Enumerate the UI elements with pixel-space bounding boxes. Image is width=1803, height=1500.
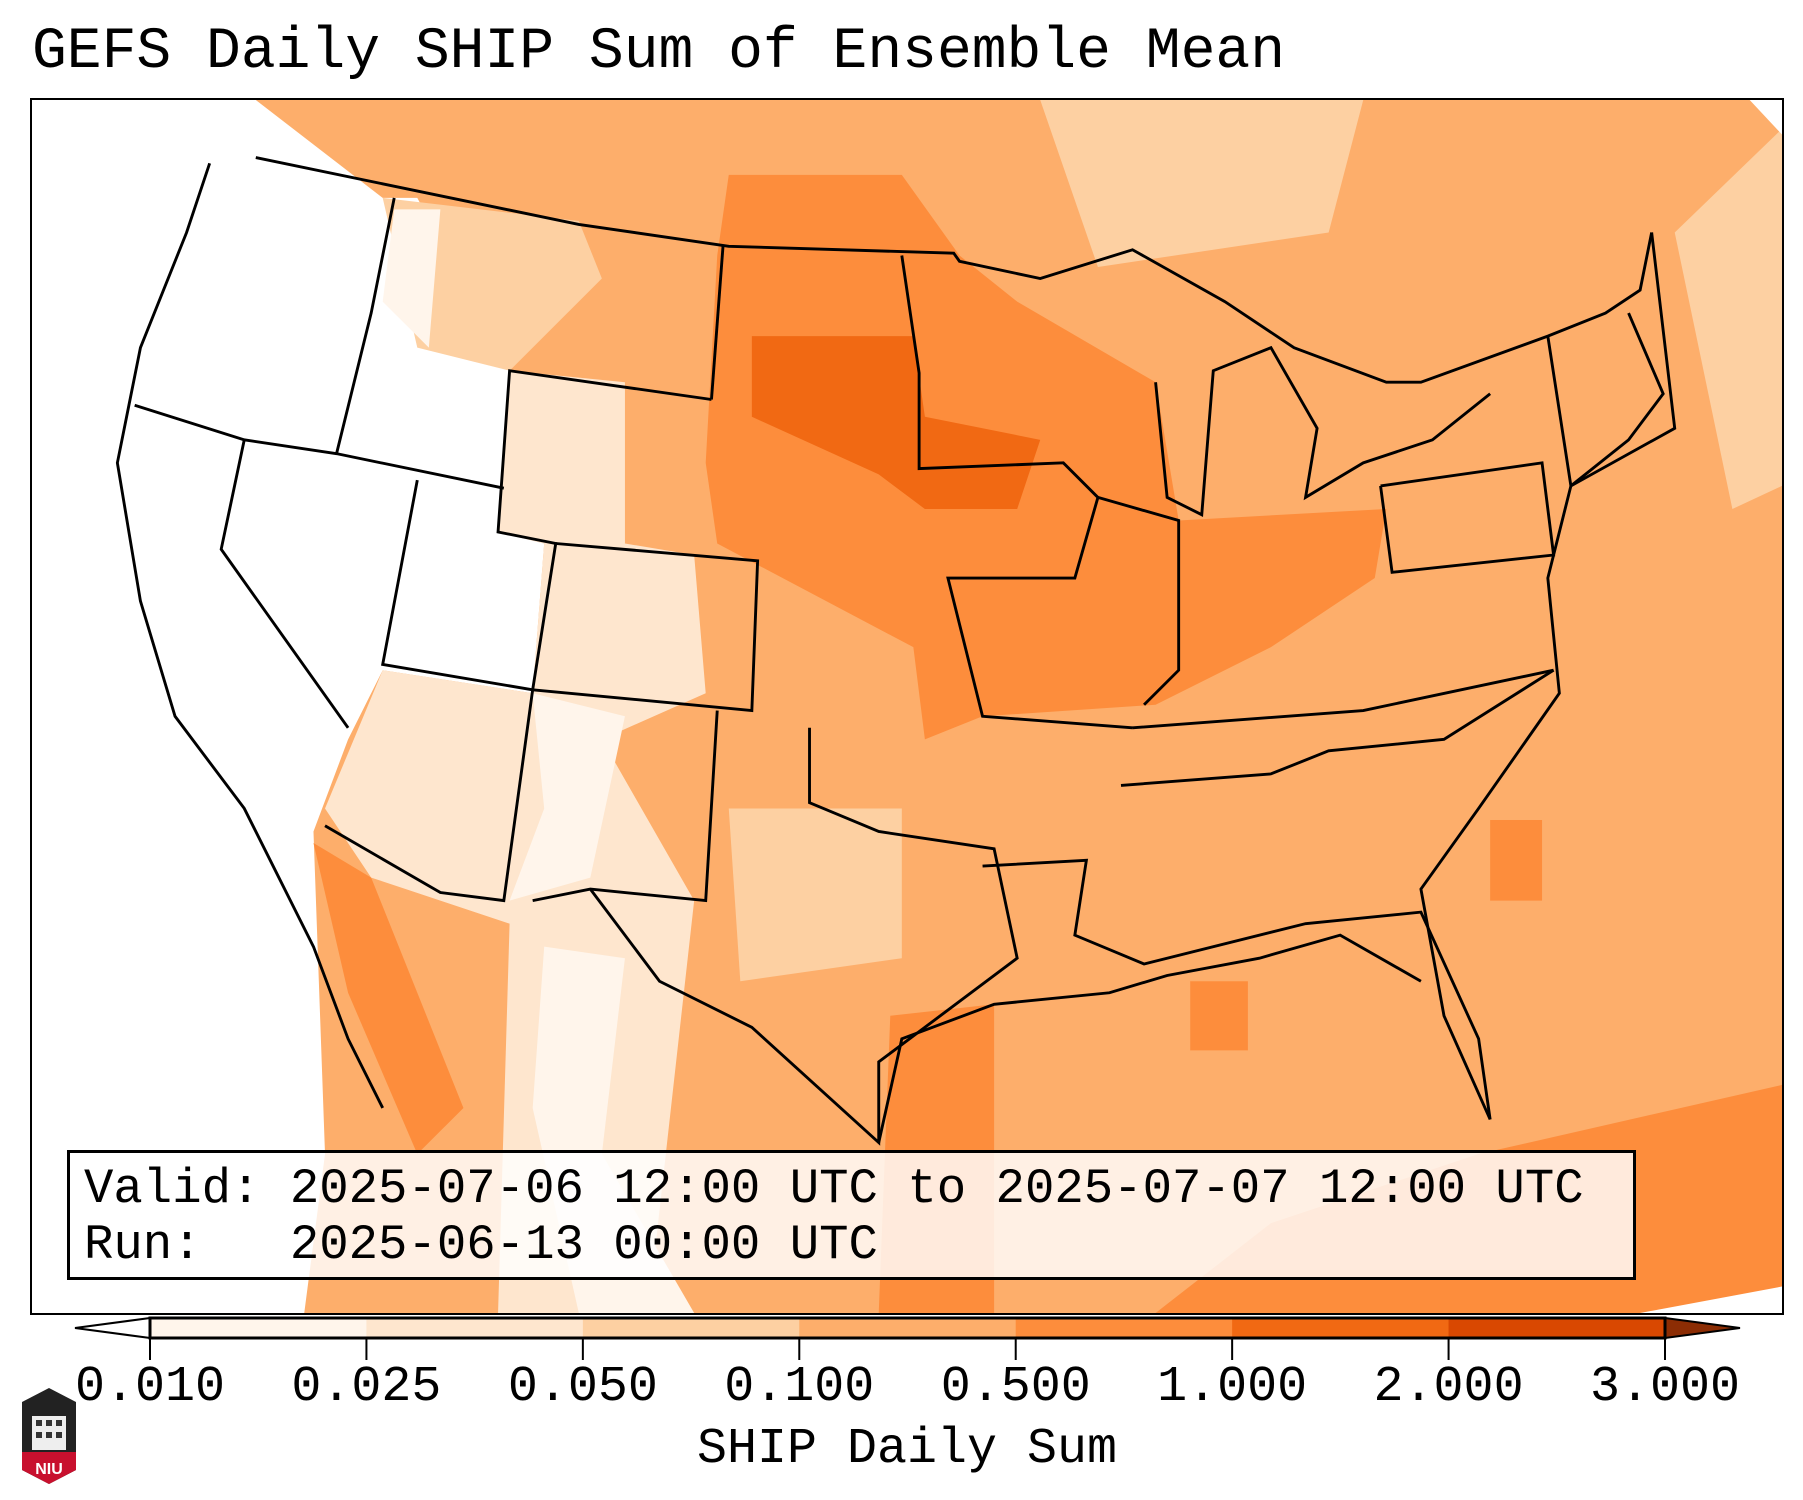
- colorbar-over-triangle: [1664, 1316, 1741, 1340]
- map-panel: [30, 98, 1784, 1315]
- state-line-ut: [381, 369, 712, 692]
- colorbar-label: SHIP Daily Sum: [696, 1421, 1118, 1478]
- political-boundaries: [115, 156, 1677, 1146]
- state-line-south: [982, 858, 1492, 1120]
- colorbar-tick-label: 0.100: [724, 1359, 875, 1416]
- colorbar-segment: [1015, 1318, 1233, 1338]
- field-light-atlantic: [1674, 128, 1782, 509]
- colorbar-outline: [148, 1316, 1667, 1340]
- colorbar-segment: [799, 1318, 1017, 1338]
- state-line-se: [1120, 668, 1555, 787]
- field-medium-midwest: [705, 174, 1387, 740]
- niu-logo: NIU: [22, 1388, 76, 1484]
- colorbar-segment: [366, 1318, 584, 1338]
- state-line-tx: [589, 727, 1019, 1146]
- colorbar: [74, 1316, 1741, 1360]
- field-lightest-nm: [509, 693, 625, 901]
- colorbar-segment: [1448, 1318, 1666, 1338]
- logo-text: NIU: [35, 1461, 63, 1478]
- east-coast: [1419, 232, 1677, 1121]
- colorbar-tick-label: 0.010: [74, 1359, 226, 1416]
- state-line-plains: [710, 246, 725, 400]
- state-line-nm-az: [324, 689, 535, 903]
- colorbar-segment: [582, 1318, 800, 1338]
- ship-field-map: [32, 100, 1782, 1313]
- colorbar-under-triangle: [74, 1316, 151, 1340]
- field-medium-gulf-east: [1190, 981, 1248, 1051]
- colorbar-tick-label: 0.050: [507, 1359, 658, 1416]
- chart-title: GEFS Daily SHIP Sum of Ensemble Mean: [32, 20, 1286, 85]
- field-light-idaho-strip: [382, 209, 441, 348]
- colorbar-tick-label: 3.000: [1589, 1359, 1741, 1416]
- west-coast: [115, 162, 384, 1109]
- outside-projection: [1640, 1286, 1782, 1313]
- valid-run-info-box: Valid: 2025-07-06 12:00 UTC to 2025-07-0…: [67, 1150, 1636, 1280]
- state-line-co: [532, 542, 760, 713]
- us-canada-border: [255, 156, 1654, 384]
- valid-time-text: Valid: 2025-07-06 12:00 UTC to 2025-07-0…: [84, 1161, 1584, 1217]
- great-lakes: [1154, 345, 1492, 517]
- field-zero-west: [32, 100, 545, 1313]
- colorbar-segment: [1232, 1318, 1450, 1338]
- state-line-nm-east: [532, 710, 719, 903]
- colorbar-tick-label: 0.025: [291, 1359, 442, 1416]
- colorbar-segment: [150, 1318, 367, 1338]
- field-light-texas: [728, 808, 902, 982]
- colorbar-tick-label: 1.000: [1157, 1359, 1308, 1416]
- field-medium-mexico-west: [313, 843, 464, 1155]
- gulf-coast: [877, 933, 1422, 1143]
- state-line-tn-ky: [1132, 668, 1554, 730]
- state-line-pa: [1379, 461, 1556, 574]
- outside-projection-top: [1749, 100, 1782, 135]
- colorbar-tick-label: 2.000: [1373, 1359, 1524, 1416]
- state-line-wa-or: [134, 403, 505, 490]
- run-time-text: Run: 2025-06-13 00:00 UTC: [84, 1217, 878, 1273]
- field-light-canada: [1040, 100, 1364, 268]
- colorbar-tick-label: 0.500: [940, 1359, 1091, 1416]
- state-line-id: [335, 197, 396, 454]
- state-line-nv: [219, 439, 350, 729]
- state-line-ne: [1546, 312, 1665, 489]
- field-medium-atlantic: [1490, 819, 1543, 901]
- state-line-il-in: [1097, 496, 1181, 706]
